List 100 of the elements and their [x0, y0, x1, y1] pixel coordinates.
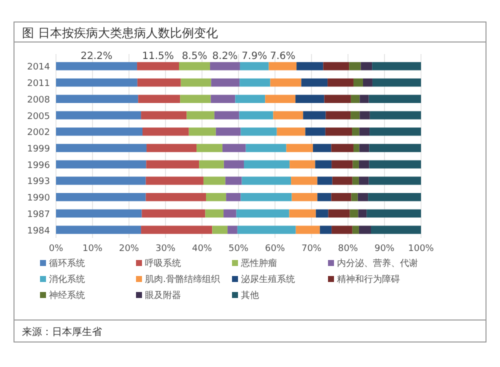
- bar: [370, 111, 421, 120]
- bar: [246, 144, 286, 152]
- data-label: 7.9%: [242, 51, 268, 62]
- bar: [212, 226, 228, 234]
- bar: [56, 144, 147, 152]
- bar: [316, 209, 328, 218]
- bar: [240, 128, 277, 136]
- bar: [366, 209, 421, 218]
- bar: [332, 160, 353, 168]
- bar: [368, 94, 421, 103]
- bar: [325, 128, 352, 136]
- bar: [138, 94, 180, 103]
- legend-label: 肌肉.骨骼结缔组织: [145, 274, 220, 285]
- y-tick-label: 2002: [27, 128, 50, 138]
- bar: [235, 94, 266, 103]
- bar: [228, 226, 238, 234]
- bar: [56, 193, 146, 202]
- bar: [214, 111, 240, 120]
- x-tick-label: 80%: [338, 244, 358, 254]
- bar: [146, 176, 204, 185]
- y-tick-label: 2008: [27, 95, 50, 106]
- legend-label: 神经系统: [49, 290, 85, 301]
- x-tick-label: 30%: [155, 244, 176, 254]
- bar: [210, 94, 236, 103]
- y-tick-label: 1984: [27, 226, 50, 236]
- bar: [358, 193, 368, 202]
- bar: [137, 78, 181, 87]
- legend-label: 精神和行为障碍: [337, 274, 400, 285]
- bar: [326, 111, 351, 120]
- bar: [317, 176, 332, 185]
- bar: [372, 78, 421, 87]
- bar: [56, 111, 142, 120]
- bar: [349, 62, 361, 70]
- bar: [331, 193, 352, 202]
- bar: [56, 78, 138, 87]
- bar: [224, 209, 236, 218]
- bar: [358, 209, 367, 218]
- bar: [370, 128, 421, 136]
- bar: [352, 176, 359, 185]
- bar: [323, 62, 350, 70]
- bar: [240, 62, 269, 70]
- bar: [146, 193, 206, 202]
- bar: [56, 94, 138, 103]
- bar: [56, 176, 146, 185]
- bar: [362, 78, 372, 87]
- legend-label: 眼及附器: [145, 290, 181, 301]
- bar: [352, 128, 360, 136]
- bar: [312, 144, 332, 152]
- bar: [276, 128, 306, 136]
- legend-label: 循环系统: [49, 258, 85, 269]
- bar: [370, 226, 421, 234]
- x-tick-label: 100%: [408, 244, 434, 254]
- bar: [146, 144, 197, 152]
- data-label: 22.2%: [80, 51, 112, 62]
- bar: [360, 62, 372, 70]
- bar: [331, 144, 354, 152]
- bar: [369, 144, 421, 152]
- x-tick-label: 70%: [301, 244, 322, 254]
- bar: [290, 160, 316, 168]
- bar: [320, 226, 332, 234]
- bar: [242, 176, 292, 185]
- y-tick-label: 1996: [27, 160, 50, 171]
- bar: [196, 144, 222, 152]
- chart-title: 图 日本按疾病大类患病人数比例变化: [22, 26, 218, 40]
- bar: [332, 226, 352, 234]
- bar: [352, 160, 359, 168]
- bar: [56, 62, 138, 70]
- data-label: 8.2%: [212, 51, 238, 62]
- bar: [188, 128, 216, 136]
- bar: [305, 128, 326, 136]
- y-tick-label: 2014: [27, 62, 50, 73]
- bar: [303, 111, 326, 120]
- x-tick-label: 10%: [82, 244, 103, 254]
- legend-label: 内分泌、营养、代谢: [337, 258, 418, 269]
- bar: [142, 128, 189, 136]
- legend-label: 其他: [241, 290, 259, 301]
- bar: [199, 160, 224, 168]
- bar: [291, 176, 318, 185]
- bar: [360, 94, 369, 103]
- bar: [236, 209, 290, 218]
- bar: [358, 176, 369, 185]
- bar: [301, 78, 328, 87]
- bar: [328, 209, 350, 218]
- bar: [240, 193, 292, 202]
- bar: [296, 226, 320, 234]
- legend-label: 恶性肿瘤: [240, 258, 277, 269]
- bar: [211, 78, 240, 87]
- y-tick-label: 1987: [27, 210, 50, 220]
- bar: [237, 226, 296, 234]
- bar: [317, 193, 332, 202]
- bar: [210, 62, 240, 70]
- legend-label: 消化系统: [49, 274, 85, 285]
- bar: [206, 193, 226, 202]
- data-label: 7.6%: [270, 51, 296, 62]
- bar: [350, 209, 358, 218]
- bar: [372, 62, 421, 70]
- legend-label: 泌尿生殖系统: [241, 274, 295, 285]
- bar: [369, 160, 421, 168]
- bar: [296, 62, 324, 70]
- bar: [359, 144, 370, 152]
